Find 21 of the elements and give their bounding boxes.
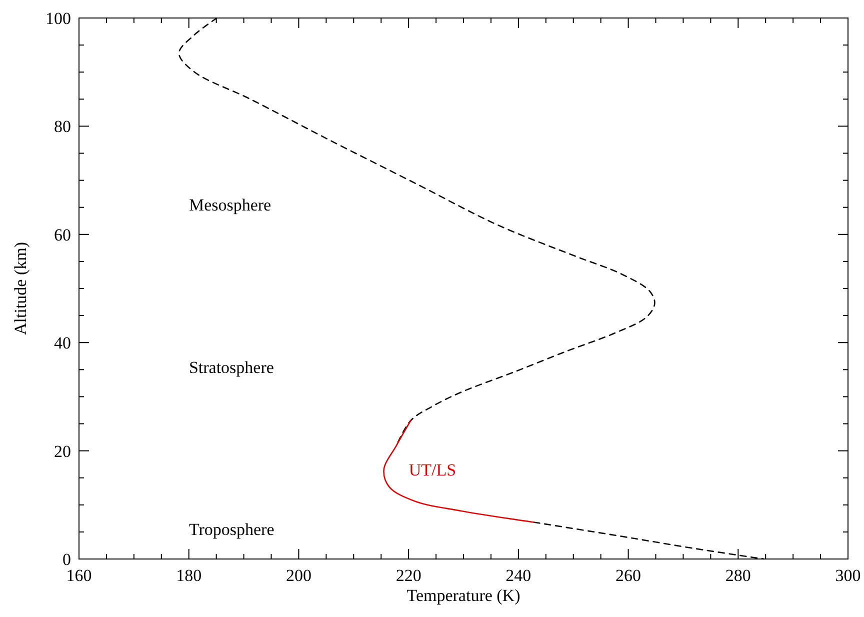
- x-tick-label: 300: [835, 566, 861, 585]
- x-tick-label: 160: [66, 566, 92, 585]
- x-tick-label: 280: [725, 566, 751, 585]
- y-tick-label: 20: [54, 442, 71, 461]
- y-axis-title: Altitude (km): [11, 242, 30, 336]
- x-tick-label: 180: [176, 566, 202, 585]
- x-tick-label: 240: [506, 566, 532, 585]
- y-tick-label: 0: [62, 550, 71, 569]
- y-tick-label: 100: [46, 9, 71, 28]
- y-tick-label: 60: [54, 225, 71, 244]
- line-series: [383, 420, 534, 523]
- series-label: UT/LS: [408, 460, 456, 480]
- annotation: Mesosphere: [188, 196, 272, 215]
- annotation: Stratosphere: [188, 358, 274, 377]
- y-tick-label: 80: [54, 117, 71, 136]
- x-tick-label: 260: [616, 566, 642, 585]
- x-axis-title: Temperature (K): [406, 586, 520, 605]
- x-tick-label: 220: [396, 566, 422, 585]
- x-tick-label: 200: [286, 566, 312, 585]
- annotation: Troposphere: [188, 520, 274, 540]
- y-tick-label: 40: [54, 334, 71, 353]
